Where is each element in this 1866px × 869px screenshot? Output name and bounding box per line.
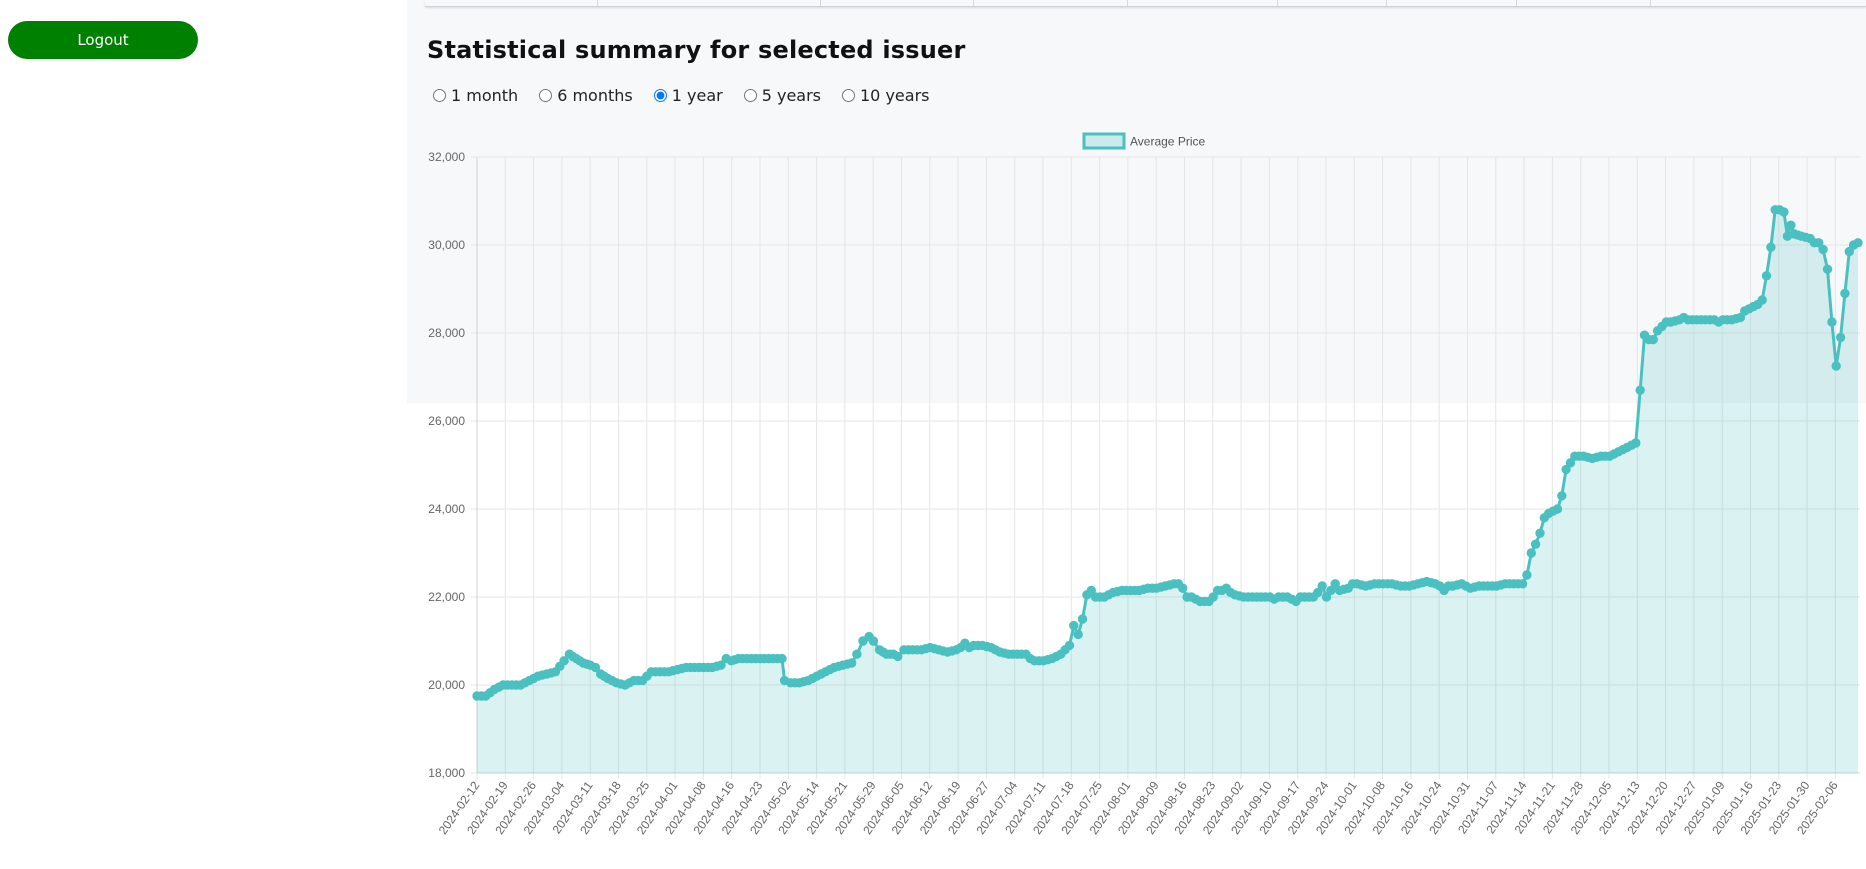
page-title: Statistical summary for selected issuer [427,36,966,64]
y-tick-label: 24,000 [428,502,465,516]
data-point[interactable] [716,660,726,670]
range-radio-1-month[interactable] [433,89,446,102]
range-label: 5 years [761,86,821,105]
data-point[interactable] [1779,207,1789,217]
data-point[interactable] [1313,587,1323,598]
data-point[interactable] [1814,238,1824,248]
data-point[interactable] [1535,528,1545,538]
range-radio-5-years[interactable] [743,89,757,102]
data-point[interactable] [1565,458,1576,468]
data-point[interactable] [1831,361,1841,371]
series-area [477,209,1858,774]
legend-swatch [1082,132,1126,150]
data-point[interactable] [1522,570,1532,580]
data-point[interactable] [893,651,903,662]
table-cell-divider [1127,0,1128,6]
data-point[interactable] [1064,640,1075,651]
chart-points [472,205,1863,701]
data-point[interactable] [868,636,879,646]
x-axis-ticks: 2024-02-122024-02-192024-02-262024-03-04… [436,778,1841,837]
data-point[interactable] [777,653,787,664]
data-point[interactable] [1840,288,1850,299]
y-axis-ticks: 18,000 20,000 22,000 24,000 26,000 28,000 30,0… [428,150,465,780]
data-point[interactable] [1757,295,1767,305]
data-point[interactable] [1844,246,1855,257]
data-point[interactable] [1827,317,1837,327]
range-option-10-years[interactable]: 10 years [840,86,929,105]
data-point[interactable] [1086,585,1097,596]
range-option-6-months[interactable]: 6 months [537,86,633,105]
y-tick-label: 30,000 [428,238,465,252]
range-label: 10 years [860,86,930,105]
data-point[interactable] [1835,332,1846,343]
data-point[interactable] [1818,244,1828,255]
range-label: 6 months [557,86,633,105]
data-point[interactable] [1822,264,1833,274]
data-point[interactable] [1766,242,1776,252]
y-tick-label: 18,000 [428,766,465,780]
y-tick-label: 22,000 [428,590,465,604]
chart-legend[interactable]: Average Price [1082,132,1205,150]
table-cell-divider [1650,0,1651,6]
data-point[interactable] [1552,504,1563,514]
data-point[interactable] [559,656,569,666]
data-point[interactable] [1178,583,1188,593]
data-point[interactable] [1208,592,1218,602]
y-tick-label: 26,000 [428,414,465,428]
data-point[interactable] [1321,592,1332,602]
time-range-selector: 1 month 6 months 1 year 5 years 10 years [431,86,948,105]
data-point[interactable] [1853,238,1863,248]
y-tick-label: 28,000 [428,326,465,340]
data-point[interactable] [1330,579,1340,589]
range-option-1-year[interactable]: 1 year [652,86,723,105]
range-radio-6-months[interactable] [539,89,553,102]
top-table-bottom-edge [425,0,1866,7]
data-point[interactable] [1635,385,1645,395]
range-option-5-years[interactable]: 5 years [742,86,821,105]
data-point[interactable] [1561,464,1571,475]
table-cell-divider [1277,0,1278,6]
data-point[interactable] [852,649,862,659]
data-point[interactable] [1526,548,1537,558]
table-cell-divider [1516,0,1517,6]
range-radio-10-years[interactable] [842,89,855,102]
logout-button[interactable]: Logout [8,21,198,59]
data-point[interactable] [1761,271,1772,281]
data-point[interactable] [1317,581,1327,591]
range-label: 1 month [451,86,519,105]
table-cell-divider [597,0,598,6]
range-radio-1-year[interactable] [653,89,667,102]
legend-label: Average Price [1130,135,1205,149]
table-cell-divider [820,0,821,6]
data-point[interactable] [1517,579,1528,589]
data-point[interactable] [1648,334,1658,345]
table-cell-divider [1386,0,1387,6]
data-point[interactable] [1077,614,1088,624]
data-point[interactable] [1073,629,1083,640]
main-panel-background [407,0,1866,403]
data-point[interactable] [847,658,857,668]
chart-grid [471,156,1860,779]
y-tick-label: 20,000 [428,678,465,692]
data-point[interactable] [1530,539,1541,549]
chart-area-layer [477,209,1858,774]
data-point[interactable] [590,662,601,673]
data-point[interactable] [1735,312,1746,323]
data-point[interactable] [1069,620,1079,631]
table-cell-divider [973,0,974,6]
data-point[interactable] [1786,220,1796,230]
data-point[interactable] [1557,491,1567,501]
data-point[interactable] [1631,438,1641,448]
y-tick-label: 32,000 [428,150,465,164]
range-option-1-month[interactable]: 1 month [431,86,518,105]
range-label: 1 year [671,86,723,105]
